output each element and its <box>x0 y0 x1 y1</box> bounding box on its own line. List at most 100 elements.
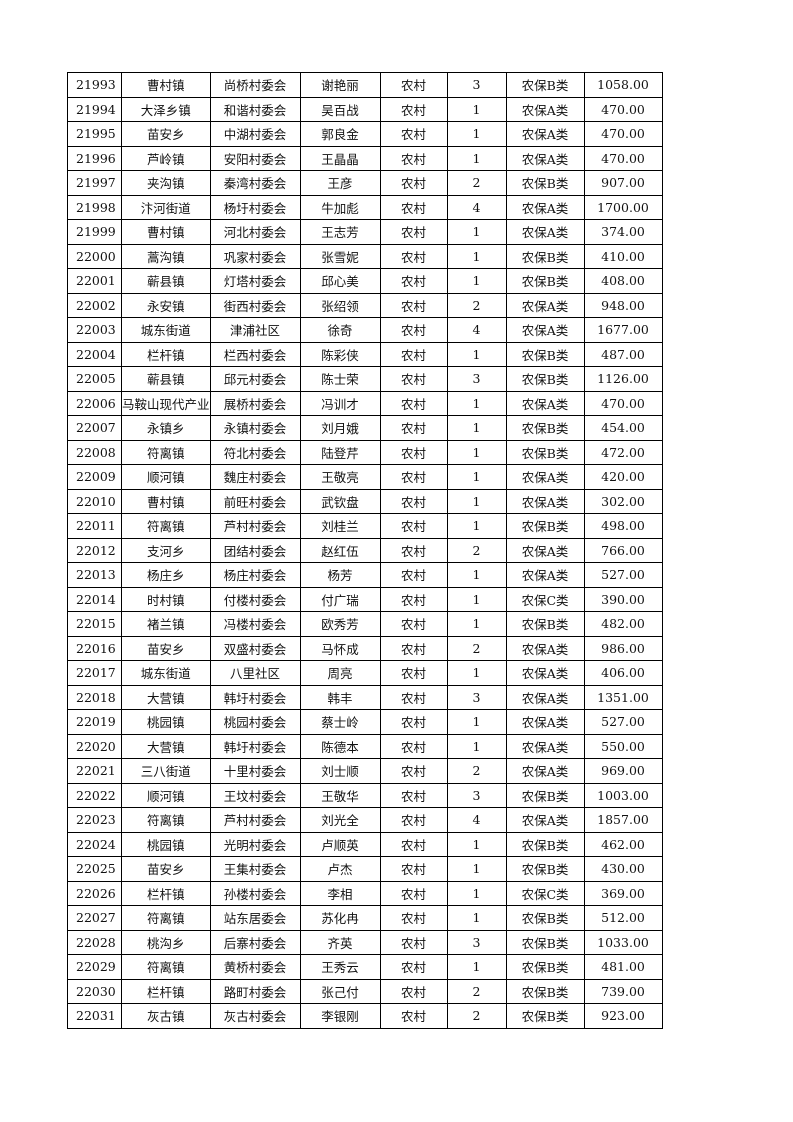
table-row: 21996 芦岭镇 安阳村委会 王晶晶 农村 1 农保A类 470.00 <box>67 145 663 171</box>
insurance-category-cell: 农保A类 <box>505 807 585 833</box>
area-type-cell: 农村 <box>379 758 448 784</box>
amount-cell: 907.00 <box>583 170 663 196</box>
person-name-cell: 谢艳丽 <box>299 72 381 98</box>
household-size-cell: 4 <box>446 194 507 220</box>
area-type-cell: 农村 <box>379 121 448 147</box>
table-row: 22031 灰古镇 灰古村委会 李银刚 农村 2 农保B类 923.00 <box>67 1003 663 1029</box>
town-cell: 符离镇 <box>121 905 211 931</box>
area-type-cell: 农村 <box>379 660 448 686</box>
record-id-cell: 22029 <box>67 954 122 980</box>
insurance-category-cell: 农保B类 <box>505 243 585 269</box>
record-id-cell: 21993 <box>67 72 122 98</box>
person-name-cell: 赵红伍 <box>299 537 381 563</box>
village-committee-cell: 桃园村委会 <box>209 709 301 735</box>
town-cell: 大营镇 <box>121 684 211 710</box>
household-size-cell: 3 <box>446 782 507 808</box>
table-row: 22024 桃园镇 光明村委会 卢顺英 农村 1 农保B类 462.00 <box>67 831 663 857</box>
area-type-cell: 农村 <box>379 513 448 539</box>
record-id-cell: 22023 <box>67 807 122 833</box>
table-row: 22021 三八街道 十里村委会 刘士顺 农村 2 农保A类 969.00 <box>67 758 663 784</box>
town-cell: 符离镇 <box>121 513 211 539</box>
amount-cell: 482.00 <box>583 611 663 637</box>
household-size-cell: 1 <box>446 586 507 612</box>
person-name-cell: 杨芳 <box>299 562 381 588</box>
area-type-cell: 农村 <box>379 341 448 367</box>
town-cell: 符离镇 <box>121 439 211 465</box>
village-committee-cell: 站东居委会 <box>209 905 301 931</box>
amount-cell: 472.00 <box>583 439 663 465</box>
town-cell: 芦岭镇 <box>121 145 211 171</box>
village-committee-cell: 灰古村委会 <box>209 1003 301 1029</box>
household-size-cell: 1 <box>446 856 507 882</box>
amount-cell: 462.00 <box>583 831 663 857</box>
insurance-category-cell: 农保A类 <box>505 660 585 686</box>
amount-cell: 1857.00 <box>583 807 663 833</box>
record-id-cell: 21996 <box>67 145 122 171</box>
village-committee-cell: 符北村委会 <box>209 439 301 465</box>
insurance-category-cell: 农保B类 <box>505 856 585 882</box>
person-name-cell: 陈士荣 <box>299 366 381 392</box>
insurance-category-cell: 农保B类 <box>505 439 585 465</box>
insurance-category-cell: 农保A类 <box>505 733 585 759</box>
household-size-cell: 1 <box>446 611 507 637</box>
household-size-cell: 3 <box>446 72 507 98</box>
insurance-category-cell: 农保A类 <box>505 145 585 171</box>
insurance-category-cell: 农保A类 <box>505 317 585 343</box>
area-type-cell: 农村 <box>379 733 448 759</box>
insurance-category-cell: 农保B类 <box>505 415 585 441</box>
town-cell: 符离镇 <box>121 954 211 980</box>
town-cell: 顺河镇 <box>121 464 211 490</box>
town-cell: 灰古镇 <box>121 1003 211 1029</box>
household-size-cell: 1 <box>446 660 507 686</box>
person-name-cell: 李银刚 <box>299 1003 381 1029</box>
household-size-cell: 2 <box>446 292 507 318</box>
area-type-cell: 农村 <box>379 170 448 196</box>
village-committee-cell: 河北村委会 <box>209 219 301 245</box>
table-row: 22025 苗安乡 王集村委会 卢杰 农村 1 农保B类 430.00 <box>67 856 663 882</box>
person-name-cell: 陆登芹 <box>299 439 381 465</box>
record-id-cell: 22010 <box>67 488 122 514</box>
amount-cell: 969.00 <box>583 758 663 784</box>
village-committee-cell: 芦村村委会 <box>209 807 301 833</box>
amount-cell: 1058.00 <box>583 72 663 98</box>
table-row: 21993 曹村镇 尚桥村委会 谢艳丽 农村 3 农保B类 1058.00 <box>67 72 663 98</box>
amount-cell: 986.00 <box>583 635 663 661</box>
amount-cell: 410.00 <box>583 243 663 269</box>
record-id-cell: 22025 <box>67 856 122 882</box>
table-row: 22010 曹村镇 前旺村委会 武钦盘 农村 1 农保A类 302.00 <box>67 488 663 514</box>
amount-cell: 408.00 <box>583 268 663 294</box>
person-name-cell: 李相 <box>299 880 381 906</box>
table-row: 22027 符离镇 站东居委会 苏化冉 农村 1 农保B类 512.00 <box>67 905 663 931</box>
amount-cell: 1677.00 <box>583 317 663 343</box>
table-row: 22002 永安镇 街西村委会 张绍领 农村 2 农保A类 948.00 <box>67 292 663 318</box>
insurance-category-cell: 农保B类 <box>505 954 585 980</box>
area-type-cell: 农村 <box>379 415 448 441</box>
table-row: 22014 时村镇 付楼村委会 付广瑞 农村 1 农保C类 390.00 <box>67 586 663 612</box>
amount-cell: 512.00 <box>583 905 663 931</box>
person-name-cell: 王敬亮 <box>299 464 381 490</box>
record-id-cell: 22000 <box>67 243 122 269</box>
person-name-cell: 王秀云 <box>299 954 381 980</box>
village-committee-cell: 街西村委会 <box>209 292 301 318</box>
amount-cell: 1126.00 <box>583 366 663 392</box>
village-committee-cell: 邱元村委会 <box>209 366 301 392</box>
insurance-category-cell: 农保B类 <box>505 170 585 196</box>
table-row: 22020 大营镇 韩圩村委会 陈德本 农村 1 农保A类 550.00 <box>67 733 663 759</box>
amount-cell: 390.00 <box>583 586 663 612</box>
amount-cell: 948.00 <box>583 292 663 318</box>
amount-cell: 406.00 <box>583 660 663 686</box>
insurance-category-cell: 农保A类 <box>505 684 585 710</box>
insurance-category-cell: 农保A类 <box>505 96 585 122</box>
town-cell: 支河乡 <box>121 537 211 563</box>
amount-cell: 481.00 <box>583 954 663 980</box>
village-committee-cell: 栏西村委会 <box>209 341 301 367</box>
insurance-category-cell: 农保A类 <box>505 562 585 588</box>
amount-cell: 374.00 <box>583 219 663 245</box>
area-type-cell: 农村 <box>379 219 448 245</box>
area-type-cell: 农村 <box>379 978 448 1004</box>
record-id-cell: 22009 <box>67 464 122 490</box>
insurance-category-cell: 农保B类 <box>505 905 585 931</box>
area-type-cell: 农村 <box>379 954 448 980</box>
amount-cell: 527.00 <box>583 562 663 588</box>
town-cell: 大泽乡镇 <box>121 96 211 122</box>
